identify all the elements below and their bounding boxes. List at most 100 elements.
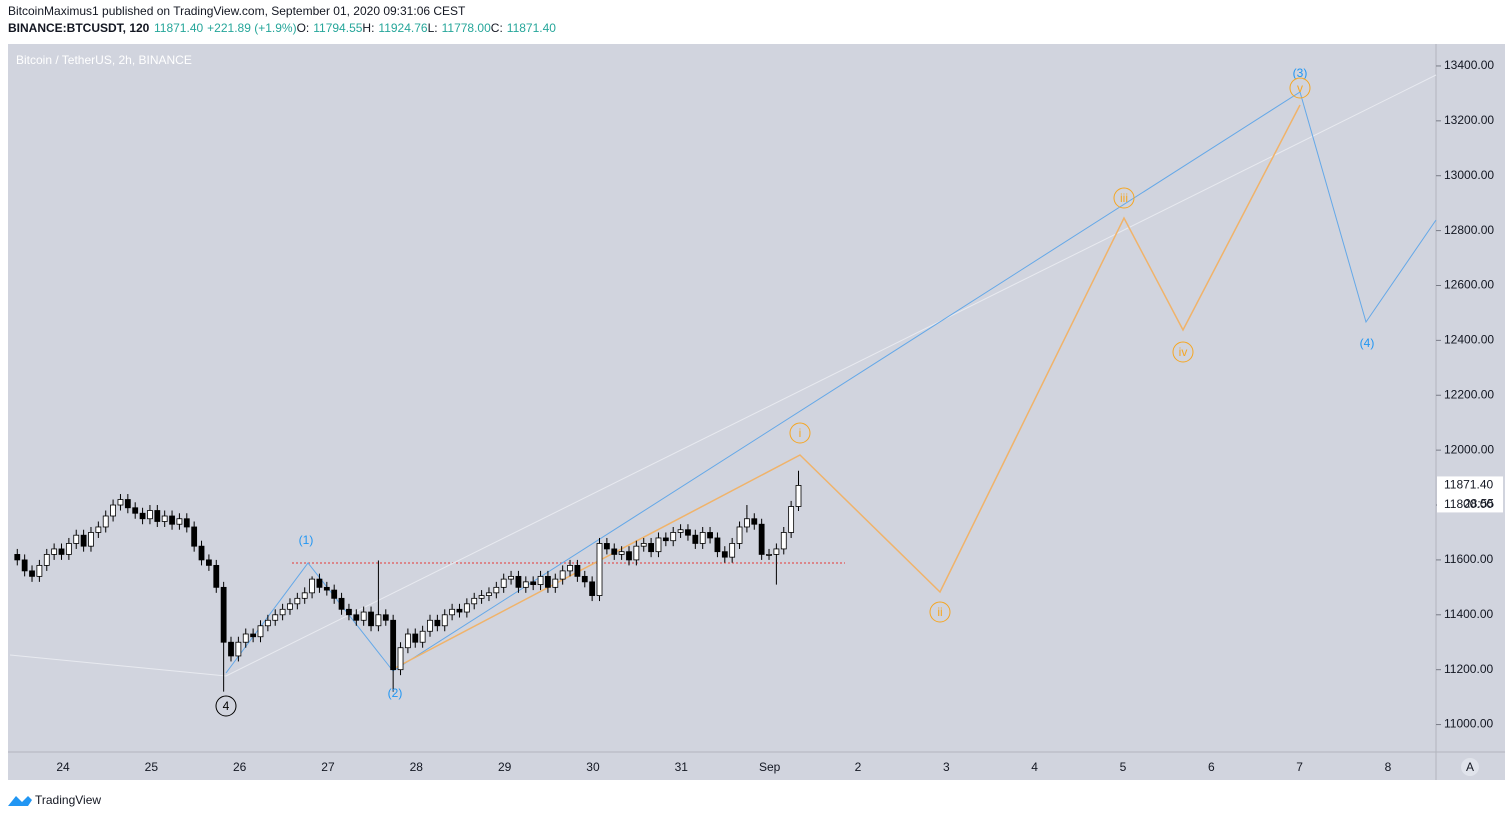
candle-body	[301, 592, 308, 599]
candle-body	[161, 515, 168, 522]
trend-line	[9, 74, 1437, 677]
candle-body	[139, 512, 146, 520]
candle-body	[744, 518, 750, 528]
x-tick-label: 27	[321, 760, 335, 774]
candle-body	[250, 633, 257, 638]
wave-label: (1)	[299, 533, 314, 547]
candle-body	[80, 534, 87, 547]
candle-body	[88, 532, 94, 547]
ohlc-c_label: C:	[491, 21, 503, 35]
candle-body	[655, 537, 662, 553]
candle-body	[530, 581, 537, 586]
candle-body	[228, 641, 234, 657]
candle-body	[574, 564, 581, 577]
ohlc-c: 11871.40	[507, 21, 556, 35]
y-tick-label: 12600.00	[1444, 278, 1494, 292]
candle-body	[758, 523, 765, 555]
y-tick-label: 13000.00	[1444, 168, 1494, 182]
plot-area	[8, 44, 1436, 752]
candle-body	[618, 551, 625, 555]
candle-body	[736, 526, 743, 544]
candle-body	[788, 506, 795, 533]
wave-label: (3)	[1293, 66, 1308, 80]
price-tag-box	[1437, 476, 1503, 513]
x-tick-label: 28	[410, 760, 424, 774]
candle-body	[662, 537, 669, 542]
candle-body	[478, 595, 485, 599]
y-tick-label: 11400.00	[1444, 607, 1493, 621]
candle-body	[714, 537, 721, 553]
candle-body	[795, 485, 802, 507]
wave-circle	[215, 695, 237, 717]
candle-body	[390, 619, 397, 671]
candle-body	[648, 543, 654, 553]
candle-body	[36, 564, 43, 577]
ohlc-o: 11794.55	[313, 21, 362, 35]
wave-label: (4)	[1360, 336, 1375, 350]
x-tick-label: 3	[943, 760, 950, 774]
candle-body	[169, 515, 175, 525]
ohlc-l: 11778.00	[442, 21, 491, 35]
candle-body	[780, 532, 787, 550]
auto-button[interactable]	[1461, 758, 1479, 776]
candle-body	[272, 614, 279, 621]
wave-label: iii	[1120, 191, 1128, 205]
wave-circle	[1289, 77, 1311, 99]
candle-body	[456, 608, 463, 613]
candle-body	[404, 633, 411, 649]
candle-body	[463, 603, 470, 613]
candle-body	[220, 586, 227, 643]
auto-button-label[interactable]: A	[1466, 760, 1474, 774]
wave-label: 4	[223, 699, 230, 713]
price-tag-label: 11871.40	[1444, 478, 1493, 492]
ohlc-change: +221.89 (+1.9%)	[207, 21, 296, 35]
price-tag: 11871.40 28:55	[1437, 476, 1503, 513]
candle-body	[721, 551, 728, 558]
candle-body	[515, 575, 522, 588]
y-tick-label: 11800.00	[1444, 497, 1493, 511]
y-tick-label: 11000.00	[1444, 717, 1493, 731]
wave-label: (2)	[388, 686, 403, 700]
candle-body	[537, 575, 544, 586]
x-tick-label: 30	[586, 760, 600, 774]
candle-body	[124, 499, 131, 509]
candle-body	[198, 545, 205, 561]
candle-body	[58, 548, 65, 555]
candle-body	[264, 619, 271, 627]
candle-body	[316, 578, 323, 588]
candle-body	[95, 526, 102, 533]
logo	[8, 796, 32, 806]
chart-title: Bitcoin / TetherUS, 2h, BINANCE	[16, 53, 192, 67]
publisher: BitcoinMaximus1 published on TradingView…	[8, 4, 466, 18]
candle-body	[567, 564, 573, 572]
ohlc-h_label: H:	[362, 21, 374, 35]
candle-body	[353, 614, 360, 621]
y-tick-label: 12000.00	[1444, 442, 1494, 456]
x-tick-label: 8	[1385, 760, 1392, 774]
candles	[14, 470, 802, 692]
candle-body	[287, 603, 293, 610]
candle-body	[110, 504, 116, 517]
y-tick-label: 12400.00	[1444, 333, 1494, 347]
candle-body	[493, 586, 500, 594]
x-tick-label: 24	[56, 760, 70, 774]
x-tick-label: 29	[498, 760, 512, 774]
ohlc-l_label: L:	[428, 21, 438, 35]
footer-brand: TradingView	[35, 793, 101, 807]
x-tick-label: 6	[1208, 760, 1215, 774]
x-tick-label: 5	[1120, 760, 1127, 774]
candle-body	[205, 559, 212, 566]
candle-body	[427, 619, 433, 632]
candle-body	[545, 575, 551, 588]
candle-body	[21, 559, 28, 572]
time-axis	[8, 752, 1505, 780]
candle-body	[729, 543, 736, 558]
y-tick-label: 13200.00	[1444, 113, 1494, 127]
candle-body	[331, 589, 338, 599]
wave-label: v	[1297, 81, 1303, 95]
candle-body	[397, 647, 404, 671]
wave-circle	[1113, 187, 1135, 209]
candle-body	[508, 575, 514, 580]
